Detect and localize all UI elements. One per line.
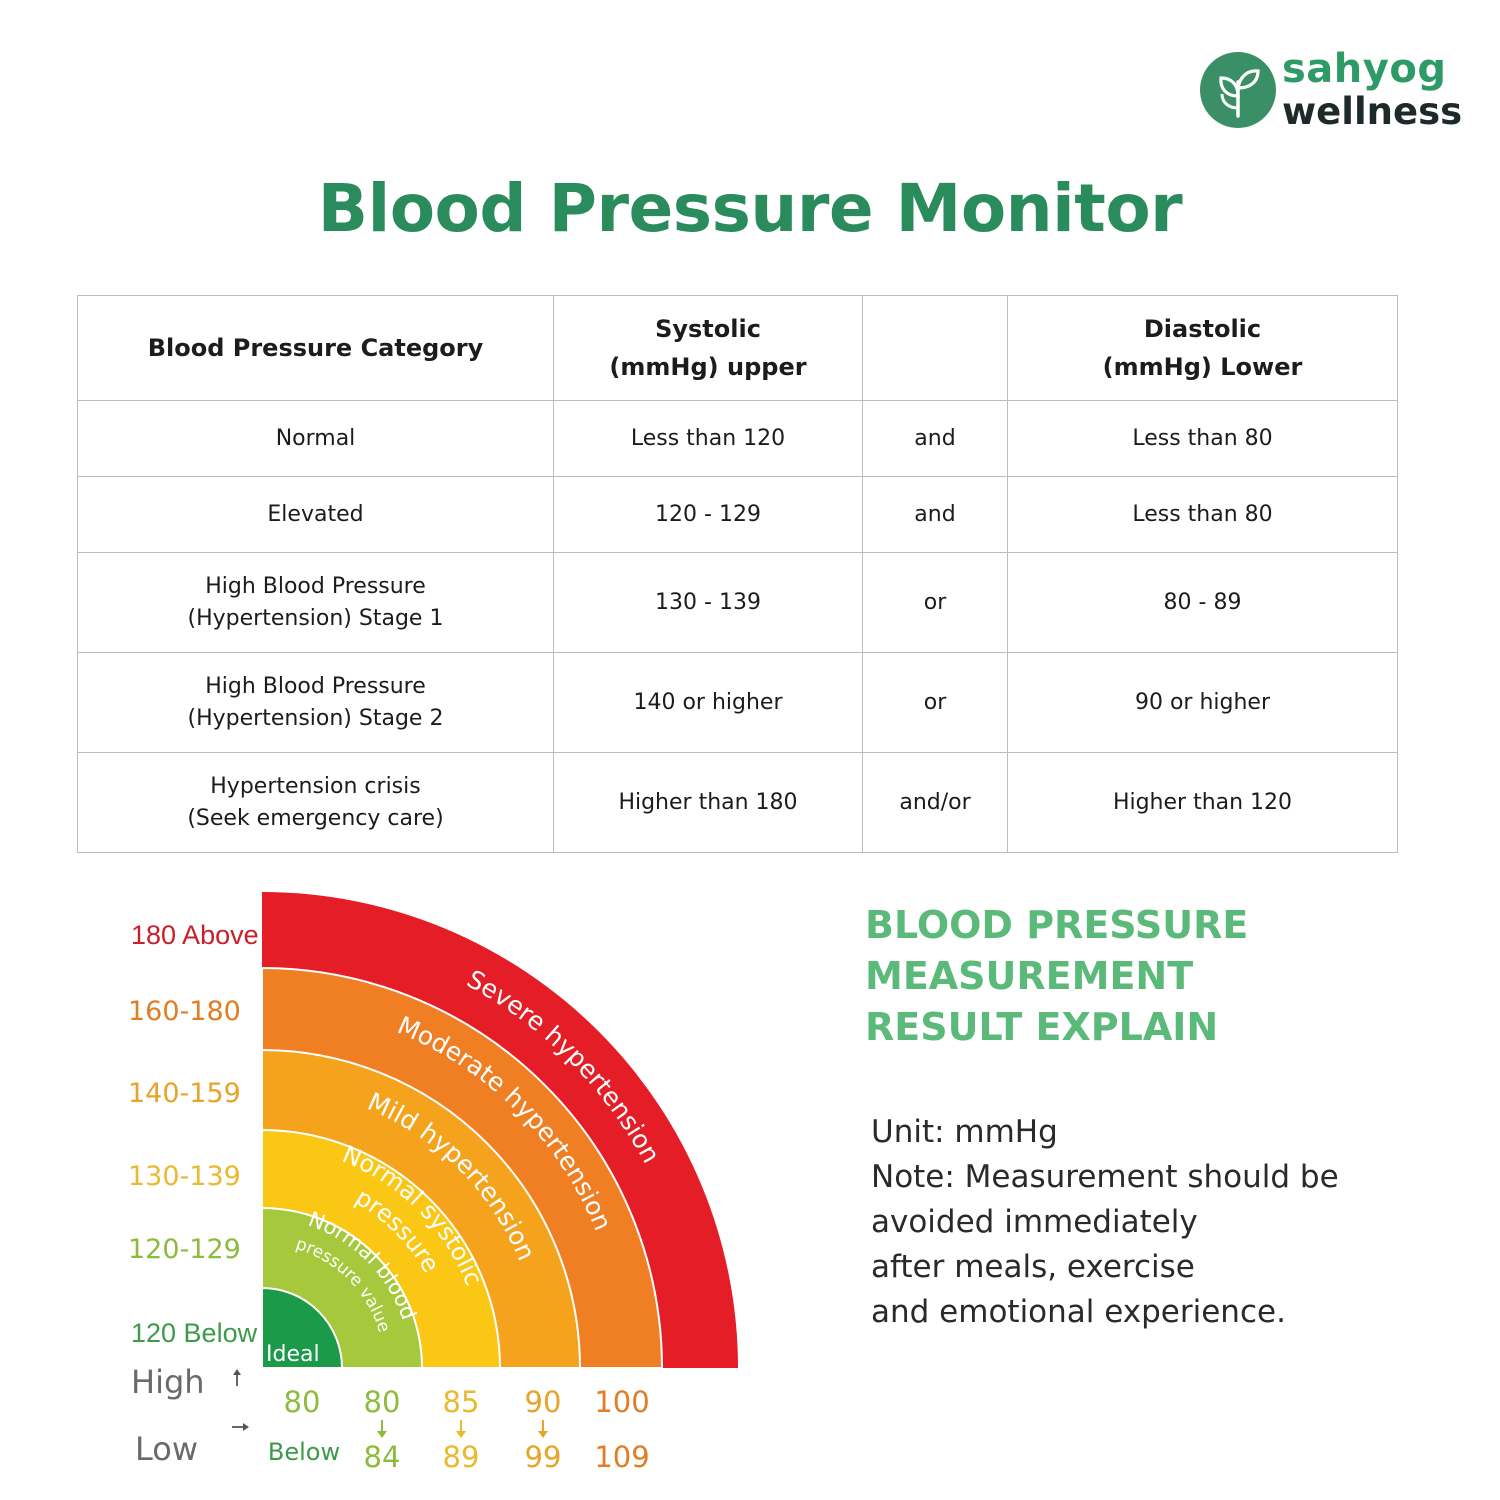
page-title: Blood Pressure Monitor: [317, 170, 1183, 247]
leaf-sprout-icon: [1200, 52, 1276, 128]
arrow-down-icon: [377, 1420, 387, 1438]
header-diastolic: Diastolic (mmHg) Lower: [1007, 295, 1398, 401]
diastolic-label-normal-bp-low: 80: [284, 1385, 321, 1419]
systolic-cell: 120 - 129: [553, 476, 863, 553]
category-cell: Hypertension crisis (Seek emergency care): [77, 752, 554, 853]
table-row: Hypertension crisis (Seek emergency care)…: [77, 752, 1398, 853]
legend-low: Low: [135, 1430, 198, 1468]
arrow-down-icon: [538, 1420, 548, 1438]
note-line: Note: Measurement should be: [871, 1159, 1339, 1195]
arrow-down-icon: [456, 1420, 466, 1438]
diastolic-cell: Higher than 120: [1007, 752, 1398, 853]
unit-line: Unit: mmHg: [871, 1114, 1058, 1150]
note-line: avoided immediately: [871, 1204, 1198, 1240]
arrow-right-icon: [232, 1423, 249, 1431]
bp-level-graphic: Severe hypertension Moderate hypertensio…: [128, 892, 738, 1474]
systolic-cell: Higher than 180: [553, 752, 863, 853]
systolic-label-severe: 180 Above: [131, 920, 259, 950]
systolic-label-normal-bp: 120-129: [128, 1234, 241, 1265]
header-category: Blood Pressure Category: [77, 295, 554, 401]
diastolic-cell: 80 - 89: [1007, 552, 1398, 653]
systolic-cell: Less than 120: [553, 400, 863, 477]
bp-category-table: Blood Pressure Category Systolic (mmHg) u…: [77, 295, 1398, 853]
conjunction-cell: or: [862, 552, 1008, 653]
band-ideal: [261, 1286, 344, 1369]
diastolic-label-moderate-high: 99: [525, 1440, 562, 1474]
diastolic-label-normal-bp-high: Below: [268, 1438, 340, 1466]
diastolic-label-normal-systolic-low: 80: [364, 1385, 401, 1419]
note-line: and emotional experience.: [871, 1294, 1286, 1330]
systolic-cell: 130 - 139: [553, 552, 863, 653]
header-systolic: Systolic (mmHg) upper: [553, 295, 863, 401]
bp-level-chart: Severe hypertension Moderate hypertensio…: [0, 880, 820, 1500]
result-explain-title: BLOOD PRESSURE MEASUREMENT RESULT EXPLAI…: [865, 903, 1249, 1049]
diastolic-cell: 90 or higher: [1007, 652, 1398, 753]
diastolic-label-moderate-low: 90: [525, 1385, 562, 1419]
category-cell: Elevated: [77, 476, 554, 553]
logo-text-top: sahyog: [1282, 46, 1447, 92]
arrow-up-icon: [233, 1369, 241, 1386]
header-conjunction: [862, 295, 1008, 401]
diastolic-label-mild-high: 89: [443, 1440, 480, 1474]
table-row: High Blood Pressure (Hypertension) Stage …: [77, 652, 1398, 753]
table-row: Elevated 120 - 129 and Less than 80: [77, 476, 1398, 553]
systolic-cell: 140 or higher: [553, 652, 863, 753]
conjunction-cell: and: [862, 476, 1008, 553]
conjunction-cell: or: [862, 652, 1008, 753]
systolic-label-ideal: 120 Below: [131, 1318, 258, 1348]
table-row: Normal Less than 120 and Less than 80: [77, 400, 1398, 477]
diastolic-label-severe-high: 109: [594, 1440, 649, 1474]
band-label-ideal: Ideal: [266, 1342, 320, 1367]
table-row: High Blood Pressure (Hypertension) Stage …: [77, 552, 1398, 653]
systolic-label-moderate: 160-180: [128, 996, 241, 1027]
diastolic-cell: Less than 80: [1007, 400, 1398, 477]
diastolic-label-severe-low: 100: [594, 1385, 649, 1419]
conjunction-cell: and/or: [862, 752, 1008, 853]
diastolic-label-normal-systolic-high: 84: [364, 1440, 401, 1474]
systolic-label-mild: 140-159: [128, 1078, 241, 1109]
conjunction-cell: and: [862, 400, 1008, 477]
logo-text-bottom: wellness: [1282, 90, 1463, 133]
brand-logo: sahyog wellness: [1200, 46, 1490, 138]
diastolic-cell: Less than 80: [1007, 476, 1398, 553]
diastolic-label-mild-low: 85: [443, 1385, 480, 1419]
category-cell: Normal: [77, 400, 554, 477]
table-header-row: Blood Pressure Category Systolic (mmHg) u…: [77, 295, 1398, 401]
category-cell: High Blood Pressure (Hypertension) Stage …: [77, 552, 554, 653]
systolic-label-normal-systolic: 130-139: [128, 1161, 241, 1192]
category-cell: High Blood Pressure (Hypertension) Stage …: [77, 652, 554, 753]
measurement-note: Unit: mmHg Note: Measurement should be a…: [871, 1110, 1471, 1335]
legend-high: High: [131, 1363, 205, 1401]
note-line: after meals, exercise: [871, 1249, 1195, 1285]
